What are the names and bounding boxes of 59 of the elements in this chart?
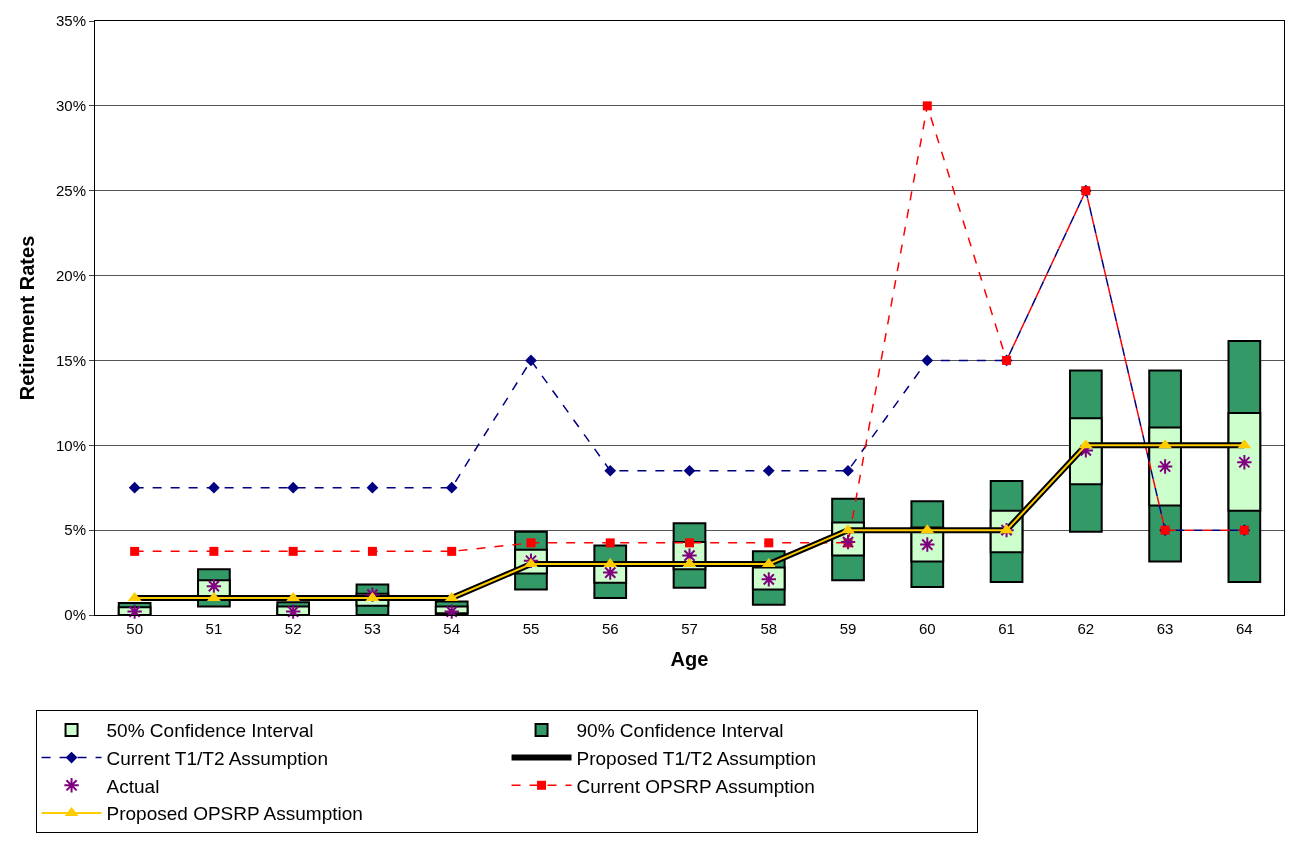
legend-label: 90% Confidence Interval [576,720,784,742]
point [841,524,855,534]
point [525,354,537,367]
x-tick-label: 53 [364,620,381,637]
x-tick-label: 61 [998,620,1015,637]
point [683,464,696,477]
x-tick-label: 58 [760,620,778,637]
point [445,481,458,494]
point [443,603,460,620]
point [126,603,143,620]
point [1236,454,1253,471]
point [447,546,457,556]
x-tick-label: 56 [601,620,619,637]
y-tick-label: 20% [55,266,86,284]
x-tick-label: 63 [1156,620,1174,637]
y-axis-title: Retirement Rates [16,235,39,401]
point [526,538,536,548]
x-tick-label: 59 [839,620,857,637]
x-tick-label: 60 [918,620,936,637]
legend-label: 50% Confidence Interval [106,720,314,742]
point [288,546,298,556]
point [366,481,379,494]
point [604,464,617,477]
x-tick-label: 64 [1236,620,1253,637]
x-tick-label: 50 [126,620,143,637]
y-tick-label: 10% [55,436,86,454]
x-tick-label: 54 [443,620,461,637]
x-tick-label: 55 [522,620,540,637]
x-axis-title: Age [670,647,709,670]
legend-label: Proposed T1/T2 Assumption [576,748,816,769]
legend-label: Actual [106,775,160,797]
point [128,481,141,494]
point [1156,458,1174,475]
x-tick-label: 51 [205,620,223,637]
point [921,354,934,367]
point [130,546,140,556]
legend-label: Proposed OPSRP Assumption [106,803,363,825]
point [842,464,854,477]
point [208,481,220,494]
legend-label: Current T1/T2 Assumption [106,748,328,769]
point [284,603,302,620]
y-tick-label: 15% [55,351,86,369]
point [762,464,775,477]
y-tick-label: 30% [55,97,86,115]
point [367,546,377,556]
point [922,101,932,111]
y-tick-label: 35% [55,12,86,30]
x-tick-label: 62 [1077,620,1095,637]
point [764,538,774,548]
y-tick-label: 25% [55,181,86,199]
point [287,481,300,494]
legend-label: Current OPSRP Assumption [576,775,815,797]
point [685,538,694,548]
point [209,546,219,556]
x-tick-label: 57 [681,620,698,637]
x-tick-label: 52 [284,620,302,637]
point [605,538,615,548]
y-tick-label: 0% [64,606,86,624]
y-tick-label: 5% [64,521,86,539]
